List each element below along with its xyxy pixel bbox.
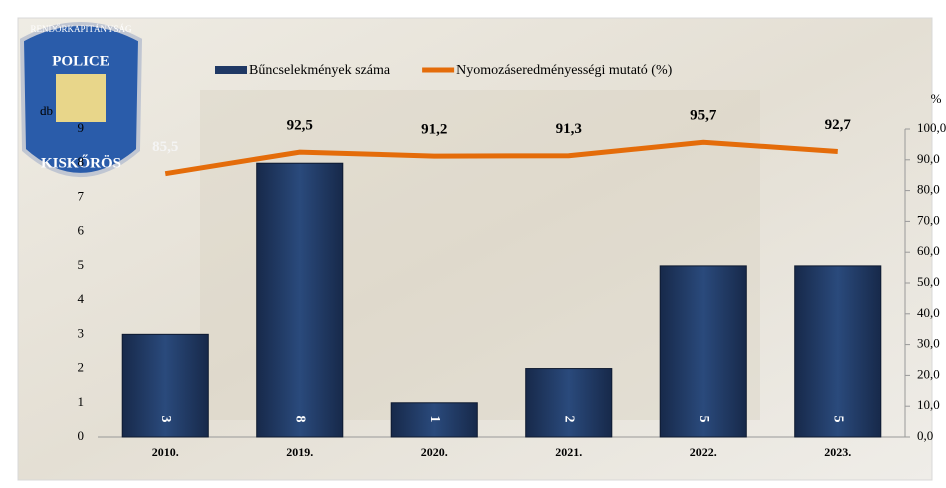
badge-middle: POLICE xyxy=(52,53,110,69)
y2-tick-label: 20,0 xyxy=(917,366,940,381)
bar-value-label: 8 xyxy=(293,416,308,423)
x-tick-label: 2022. xyxy=(690,445,717,459)
y-tick-label: 0 xyxy=(78,428,85,443)
badge-top: RENDŐRKAPITÁNYSÁG xyxy=(30,24,132,34)
y2-tick-label: 0,0 xyxy=(917,428,933,443)
y2-tick-label: 80,0 xyxy=(917,182,940,197)
bar-value-label: 1 xyxy=(427,416,442,423)
line-value-label: 91,2 xyxy=(421,122,447,138)
y-tick-label: 5 xyxy=(78,257,85,272)
bar-value-label: 3 xyxy=(158,416,173,423)
y2-tick-label: 90,0 xyxy=(917,151,940,166)
y-tick-label: 6 xyxy=(78,223,85,238)
bar xyxy=(256,162,344,438)
line-value-label: 92,7 xyxy=(825,117,852,133)
bar xyxy=(390,402,478,438)
y-tick-label: 3 xyxy=(78,325,85,340)
bar xyxy=(121,333,209,438)
y2-tick-label: 100,0 xyxy=(917,120,946,135)
y2-tick-label: 40,0 xyxy=(917,305,940,320)
line-value-label: 91,3 xyxy=(556,121,582,137)
y2-tick-label: 30,0 xyxy=(917,336,940,351)
legend-swatch xyxy=(215,66,247,74)
x-tick-label: 2023. xyxy=(824,445,851,459)
bar xyxy=(525,368,613,438)
legend-item: Bűncselekmények száma xyxy=(215,63,391,78)
y-tick-label: 9 xyxy=(78,120,85,135)
line-value-label: 85,5 xyxy=(152,139,178,155)
bar-value-label: 2 xyxy=(562,416,577,423)
badge: RENDŐRKAPITÁNYSÁG POLICE KISKŐRÖS xyxy=(19,22,143,177)
bar-value-label: 5 xyxy=(696,416,711,423)
line-value-label: 95,7 xyxy=(690,108,717,124)
y-tick-label: 8 xyxy=(78,154,85,169)
y2-tick-label: 10,0 xyxy=(917,397,940,412)
legend-label: Bűncselekmények száma xyxy=(249,63,391,78)
line xyxy=(164,139,838,177)
y-axis-label: db xyxy=(40,103,53,118)
x-tick-label: 2021. xyxy=(555,445,582,459)
legend-label: Nyomozáseredményességi mutató (%) xyxy=(456,63,672,78)
y-tick-label: 2 xyxy=(78,360,85,375)
y-tick-label: 7 xyxy=(78,188,85,203)
y2-tick-label: 50,0 xyxy=(917,274,940,289)
y2-axis-label: % xyxy=(931,91,942,106)
x-tick-label: 2019. xyxy=(286,445,313,459)
x-tick-label: 2020. xyxy=(421,445,448,459)
y-tick-label: 1 xyxy=(78,394,85,409)
bar xyxy=(659,265,747,438)
legend-item: Nyomozáseredményességi mutató (%) xyxy=(422,63,673,78)
x-tick-label: 2010. xyxy=(152,445,179,459)
bar xyxy=(794,265,882,438)
bar-value-label: 5 xyxy=(831,416,846,423)
y2-tick-label: 70,0 xyxy=(917,212,940,227)
y2-tick-label: 60,0 xyxy=(917,243,940,258)
line-value-label: 92,5 xyxy=(287,118,313,134)
badge-bottom: KISKŐRÖS xyxy=(41,154,121,171)
y-tick-label: 4 xyxy=(78,291,85,306)
badge-emblem xyxy=(56,74,106,122)
